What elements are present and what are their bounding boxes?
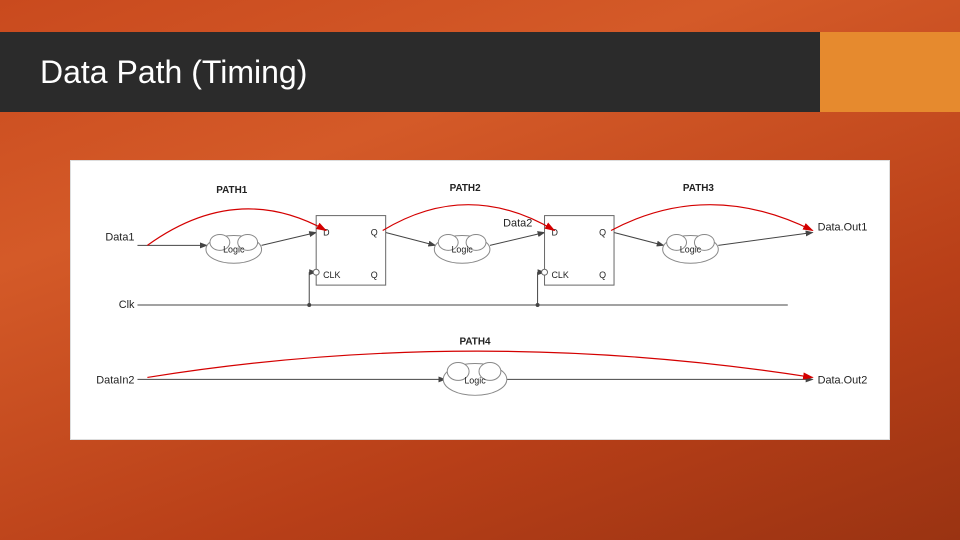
diagram-panel: Logic Logic Logic Logic D Q CLK Q D Q CL… bbox=[70, 160, 890, 440]
label-dataout1: Data.Out1 bbox=[818, 222, 868, 234]
logic-cloud-3: Logic bbox=[663, 234, 719, 263]
svg-text:Q: Q bbox=[599, 270, 606, 280]
label-path4: PATH4 bbox=[460, 337, 491, 348]
label-clk: Clk bbox=[119, 299, 135, 311]
svg-text:Logic: Logic bbox=[223, 244, 245, 254]
svg-text:Logic: Logic bbox=[464, 375, 486, 385]
svg-text:Logic: Logic bbox=[451, 244, 473, 254]
logic-cloud-2: Logic bbox=[434, 234, 490, 263]
label-path3: PATH3 bbox=[683, 183, 714, 194]
svg-text:Q: Q bbox=[371, 270, 378, 280]
svg-text:CLK: CLK bbox=[323, 270, 340, 280]
flipflop-1: D Q CLK Q bbox=[313, 216, 385, 286]
path-arc-3 bbox=[611, 205, 813, 231]
timing-diagram: Logic Logic Logic Logic D Q CLK Q D Q CL… bbox=[71, 161, 889, 439]
label-dataout2: Data.Out2 bbox=[818, 374, 868, 386]
svg-text:Q: Q bbox=[599, 227, 606, 237]
title-bar: Data Path (Timing) bbox=[0, 32, 820, 112]
wire-ff1-logic2 bbox=[386, 232, 436, 245]
flipflop-2: D Q CLK Q bbox=[542, 216, 614, 286]
label-path2: PATH2 bbox=[450, 183, 481, 194]
logic-cloud-1: Logic bbox=[206, 234, 262, 263]
label-data2: Data2 bbox=[503, 218, 532, 230]
wire-logic1-ff1 bbox=[262, 232, 317, 245]
clk-junction-2 bbox=[536, 303, 540, 307]
logic-cloud-4: Logic bbox=[443, 363, 507, 396]
clk-junction-1 bbox=[307, 303, 311, 307]
label-datain2: DataIn2 bbox=[96, 374, 134, 386]
wire-logic2-ff2 bbox=[490, 232, 545, 245]
accent-block bbox=[820, 32, 960, 112]
svg-text:Q: Q bbox=[371, 227, 378, 237]
slide-title: Data Path (Timing) bbox=[40, 54, 307, 91]
label-path1: PATH1 bbox=[216, 185, 247, 196]
svg-text:Logic: Logic bbox=[680, 244, 702, 254]
wire-logic3-out1 bbox=[718, 232, 812, 245]
wire-ff2-logic3 bbox=[614, 232, 664, 245]
svg-text:CLK: CLK bbox=[551, 270, 568, 280]
label-data1: Data1 bbox=[105, 231, 134, 243]
